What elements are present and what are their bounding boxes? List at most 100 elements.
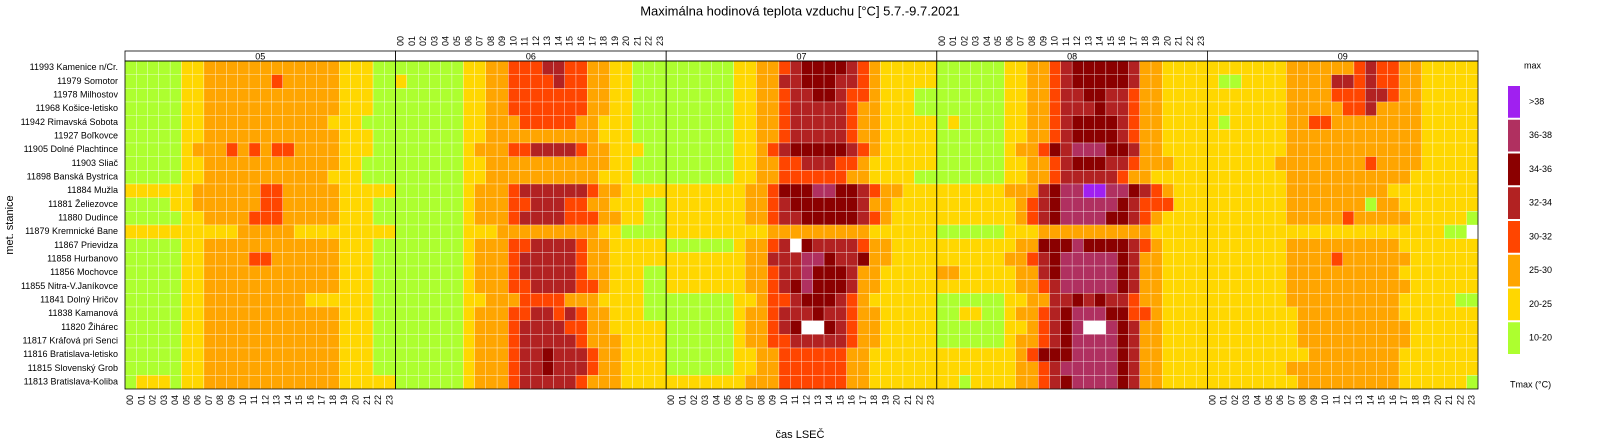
heat-cell bbox=[429, 252, 441, 267]
heat-cell bbox=[417, 142, 430, 157]
heat-cell bbox=[1353, 211, 1366, 226]
heat-cell bbox=[778, 60, 791, 75]
heat-cell bbox=[147, 115, 159, 130]
heat-cell bbox=[1083, 334, 1095, 349]
heat-cell bbox=[598, 170, 610, 185]
heat-cell bbox=[722, 88, 735, 103]
heat-cell bbox=[203, 224, 216, 239]
heat-cell bbox=[1004, 347, 1016, 362]
heat-cell bbox=[914, 156, 926, 171]
heat-cell bbox=[463, 347, 475, 362]
heat-cell bbox=[756, 265, 768, 280]
heat-cell bbox=[293, 279, 306, 294]
heat-cell bbox=[496, 265, 509, 280]
heat-cell bbox=[1173, 279, 1185, 294]
heat-cell bbox=[496, 101, 509, 116]
heat-cell bbox=[271, 183, 284, 198]
heat-cell bbox=[496, 252, 509, 267]
heat-cell bbox=[384, 265, 396, 280]
heat-cell bbox=[722, 197, 735, 212]
heat-cell bbox=[1195, 170, 1208, 185]
y-tick-label: 11905 Dolné Plachtince bbox=[24, 144, 118, 154]
heat-cell bbox=[632, 306, 644, 321]
heat-cell bbox=[564, 306, 577, 321]
heat-cell bbox=[880, 320, 892, 335]
heat-cell bbox=[1286, 115, 1298, 130]
heat-cell bbox=[226, 170, 238, 185]
heat-cell bbox=[1365, 211, 1377, 226]
heat-cell bbox=[451, 101, 464, 116]
heat-cell bbox=[587, 265, 599, 280]
heat-cell bbox=[316, 252, 329, 267]
heat-cell bbox=[801, 115, 813, 130]
heat-cell bbox=[598, 129, 610, 144]
heat-cell bbox=[1060, 238, 1073, 253]
heat-cell bbox=[282, 347, 295, 362]
heat-cell bbox=[1004, 334, 1016, 349]
heat-cell bbox=[1342, 129, 1355, 144]
heat-cell bbox=[429, 279, 441, 294]
heat-cell bbox=[451, 211, 464, 226]
heat-cell bbox=[1207, 224, 1219, 239]
heat-cell bbox=[880, 183, 892, 198]
heat-cell bbox=[1297, 115, 1310, 130]
heat-cell bbox=[271, 320, 284, 335]
heat-cell bbox=[970, 361, 983, 376]
heat-cell bbox=[136, 361, 148, 376]
heat-cell bbox=[1331, 183, 1343, 198]
heat-cell bbox=[1466, 142, 1479, 157]
heat-cell bbox=[790, 156, 802, 171]
heat-cell bbox=[203, 60, 216, 75]
heat-cell bbox=[350, 74, 362, 89]
heat-cell bbox=[1455, 142, 1467, 157]
heat-cell bbox=[880, 60, 892, 75]
heat-cell bbox=[350, 238, 362, 253]
heat-cell bbox=[699, 306, 712, 321]
heat-cell bbox=[1038, 375, 1050, 390]
heat-cell bbox=[463, 170, 475, 185]
heat-cell bbox=[654, 60, 667, 75]
heat-cell bbox=[857, 334, 870, 349]
heat-cell bbox=[575, 60, 588, 75]
heat-cell bbox=[1398, 183, 1411, 198]
heat-cell bbox=[609, 279, 622, 294]
heat-cell bbox=[1218, 293, 1231, 308]
heat-cell bbox=[564, 129, 577, 144]
x-tick-label: 14 bbox=[283, 395, 293, 405]
heat-cell bbox=[293, 320, 306, 335]
heat-cell bbox=[902, 142, 915, 157]
heat-cell bbox=[970, 88, 983, 103]
x-tick-label: 00 bbox=[666, 395, 676, 405]
heat-cell bbox=[1128, 293, 1140, 308]
heat-cell bbox=[1432, 279, 1445, 294]
heat-cell bbox=[192, 115, 205, 130]
heat-cell bbox=[530, 88, 543, 103]
heat-cell bbox=[981, 115, 994, 130]
heat-cell bbox=[1331, 170, 1343, 185]
heat-cell bbox=[699, 279, 712, 294]
heat-cell bbox=[666, 293, 678, 308]
heat-cell bbox=[542, 293, 554, 308]
heat-cell bbox=[801, 238, 813, 253]
heat-cell bbox=[643, 129, 656, 144]
heat-cell bbox=[181, 334, 193, 349]
heat-cell bbox=[947, 238, 960, 253]
heat-cell bbox=[530, 129, 543, 144]
heat-cell bbox=[271, 306, 284, 321]
heat-cell bbox=[451, 88, 464, 103]
heat-cell bbox=[654, 88, 667, 103]
heat-cell bbox=[1004, 279, 1016, 294]
y-tick-label: 11968 Košice-letisko bbox=[36, 103, 118, 113]
heat-cell bbox=[688, 334, 701, 349]
x-tick-label: 21 bbox=[1444, 395, 1454, 405]
heat-cell bbox=[1432, 74, 1445, 89]
heat-cell bbox=[925, 197, 937, 212]
heat-cell bbox=[1229, 156, 1242, 171]
heat-cell bbox=[215, 279, 227, 294]
heat-cell bbox=[1455, 88, 1467, 103]
heat-cell bbox=[1117, 197, 1129, 212]
heat-cell bbox=[823, 88, 836, 103]
heat-cell bbox=[1466, 252, 1479, 267]
heat-cell bbox=[1387, 129, 1400, 144]
heat-cell bbox=[947, 60, 960, 75]
